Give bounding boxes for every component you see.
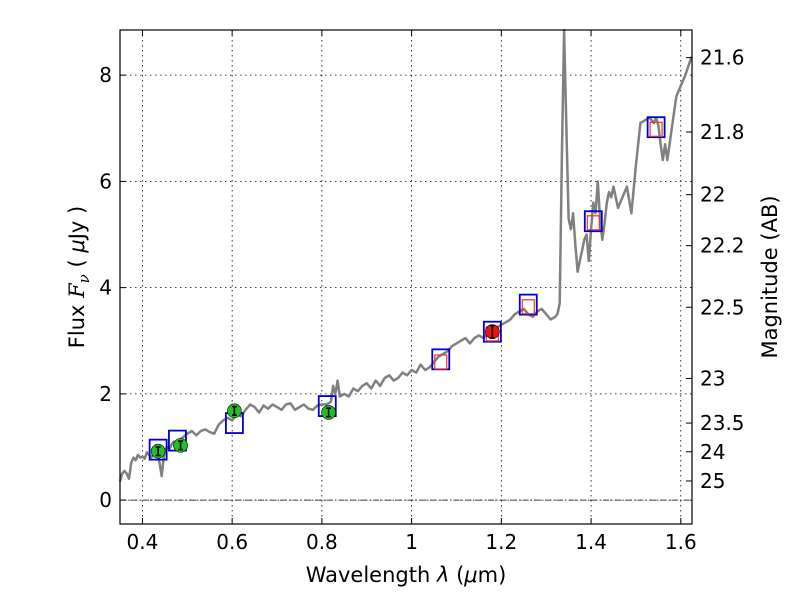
right-tick-label: 22.5 bbox=[700, 295, 745, 319]
model-photometry-square bbox=[482, 320, 502, 343]
x-tick-label: 1.4 bbox=[575, 530, 607, 554]
right-tick-label: 23.5 bbox=[700, 411, 745, 435]
right-tick-label: 23 bbox=[700, 366, 725, 390]
right-axis-label: Magnitude (AB) bbox=[758, 195, 782, 358]
x-axis-label: Wavelength λ (μm) bbox=[306, 563, 507, 587]
x-tick-label: 0.4 bbox=[127, 530, 159, 554]
x-tick-label: 0.6 bbox=[216, 530, 248, 554]
model-photometry-square bbox=[148, 438, 168, 461]
marker-layer bbox=[148, 116, 666, 461]
right-tick-label: 21.6 bbox=[700, 46, 745, 70]
y-axis-label: Flux Fν ( μJy ) bbox=[65, 206, 93, 348]
x-tick-label: 1 bbox=[405, 530, 418, 554]
y-tick-label: 6 bbox=[99, 169, 112, 193]
inner-square bbox=[434, 354, 448, 370]
right-tick-label: 22 bbox=[700, 183, 725, 207]
inner-square bbox=[521, 299, 535, 315]
y-tick-label: 4 bbox=[99, 276, 112, 300]
model-photometry-square bbox=[583, 210, 603, 233]
y-tick-label: 8 bbox=[99, 63, 112, 87]
y-tick-label: 0 bbox=[99, 488, 112, 512]
model-photometry-square bbox=[646, 116, 666, 139]
model-photometry-square bbox=[518, 293, 538, 316]
right-tick-label: 22.2 bbox=[700, 234, 745, 258]
x-tick-label: 1.6 bbox=[665, 530, 697, 554]
right-tick-label: 21.8 bbox=[700, 120, 745, 144]
plot-frame bbox=[119, 29, 693, 525]
right-tick-label: 25 bbox=[700, 469, 725, 493]
right-tick-label: 24 bbox=[700, 440, 725, 464]
x-tick-label: 1.2 bbox=[485, 530, 517, 554]
inner-square bbox=[586, 215, 600, 231]
inner-square bbox=[649, 121, 663, 137]
y-tick-label: 2 bbox=[99, 382, 112, 406]
tick-layer: 0.4 0.6 0.8 1 1.2 1.4 1.60246821.621.82222.222… bbox=[99, 30, 745, 554]
x-tick-label: 0.8 bbox=[306, 530, 338, 554]
plot-area bbox=[120, 30, 692, 524]
